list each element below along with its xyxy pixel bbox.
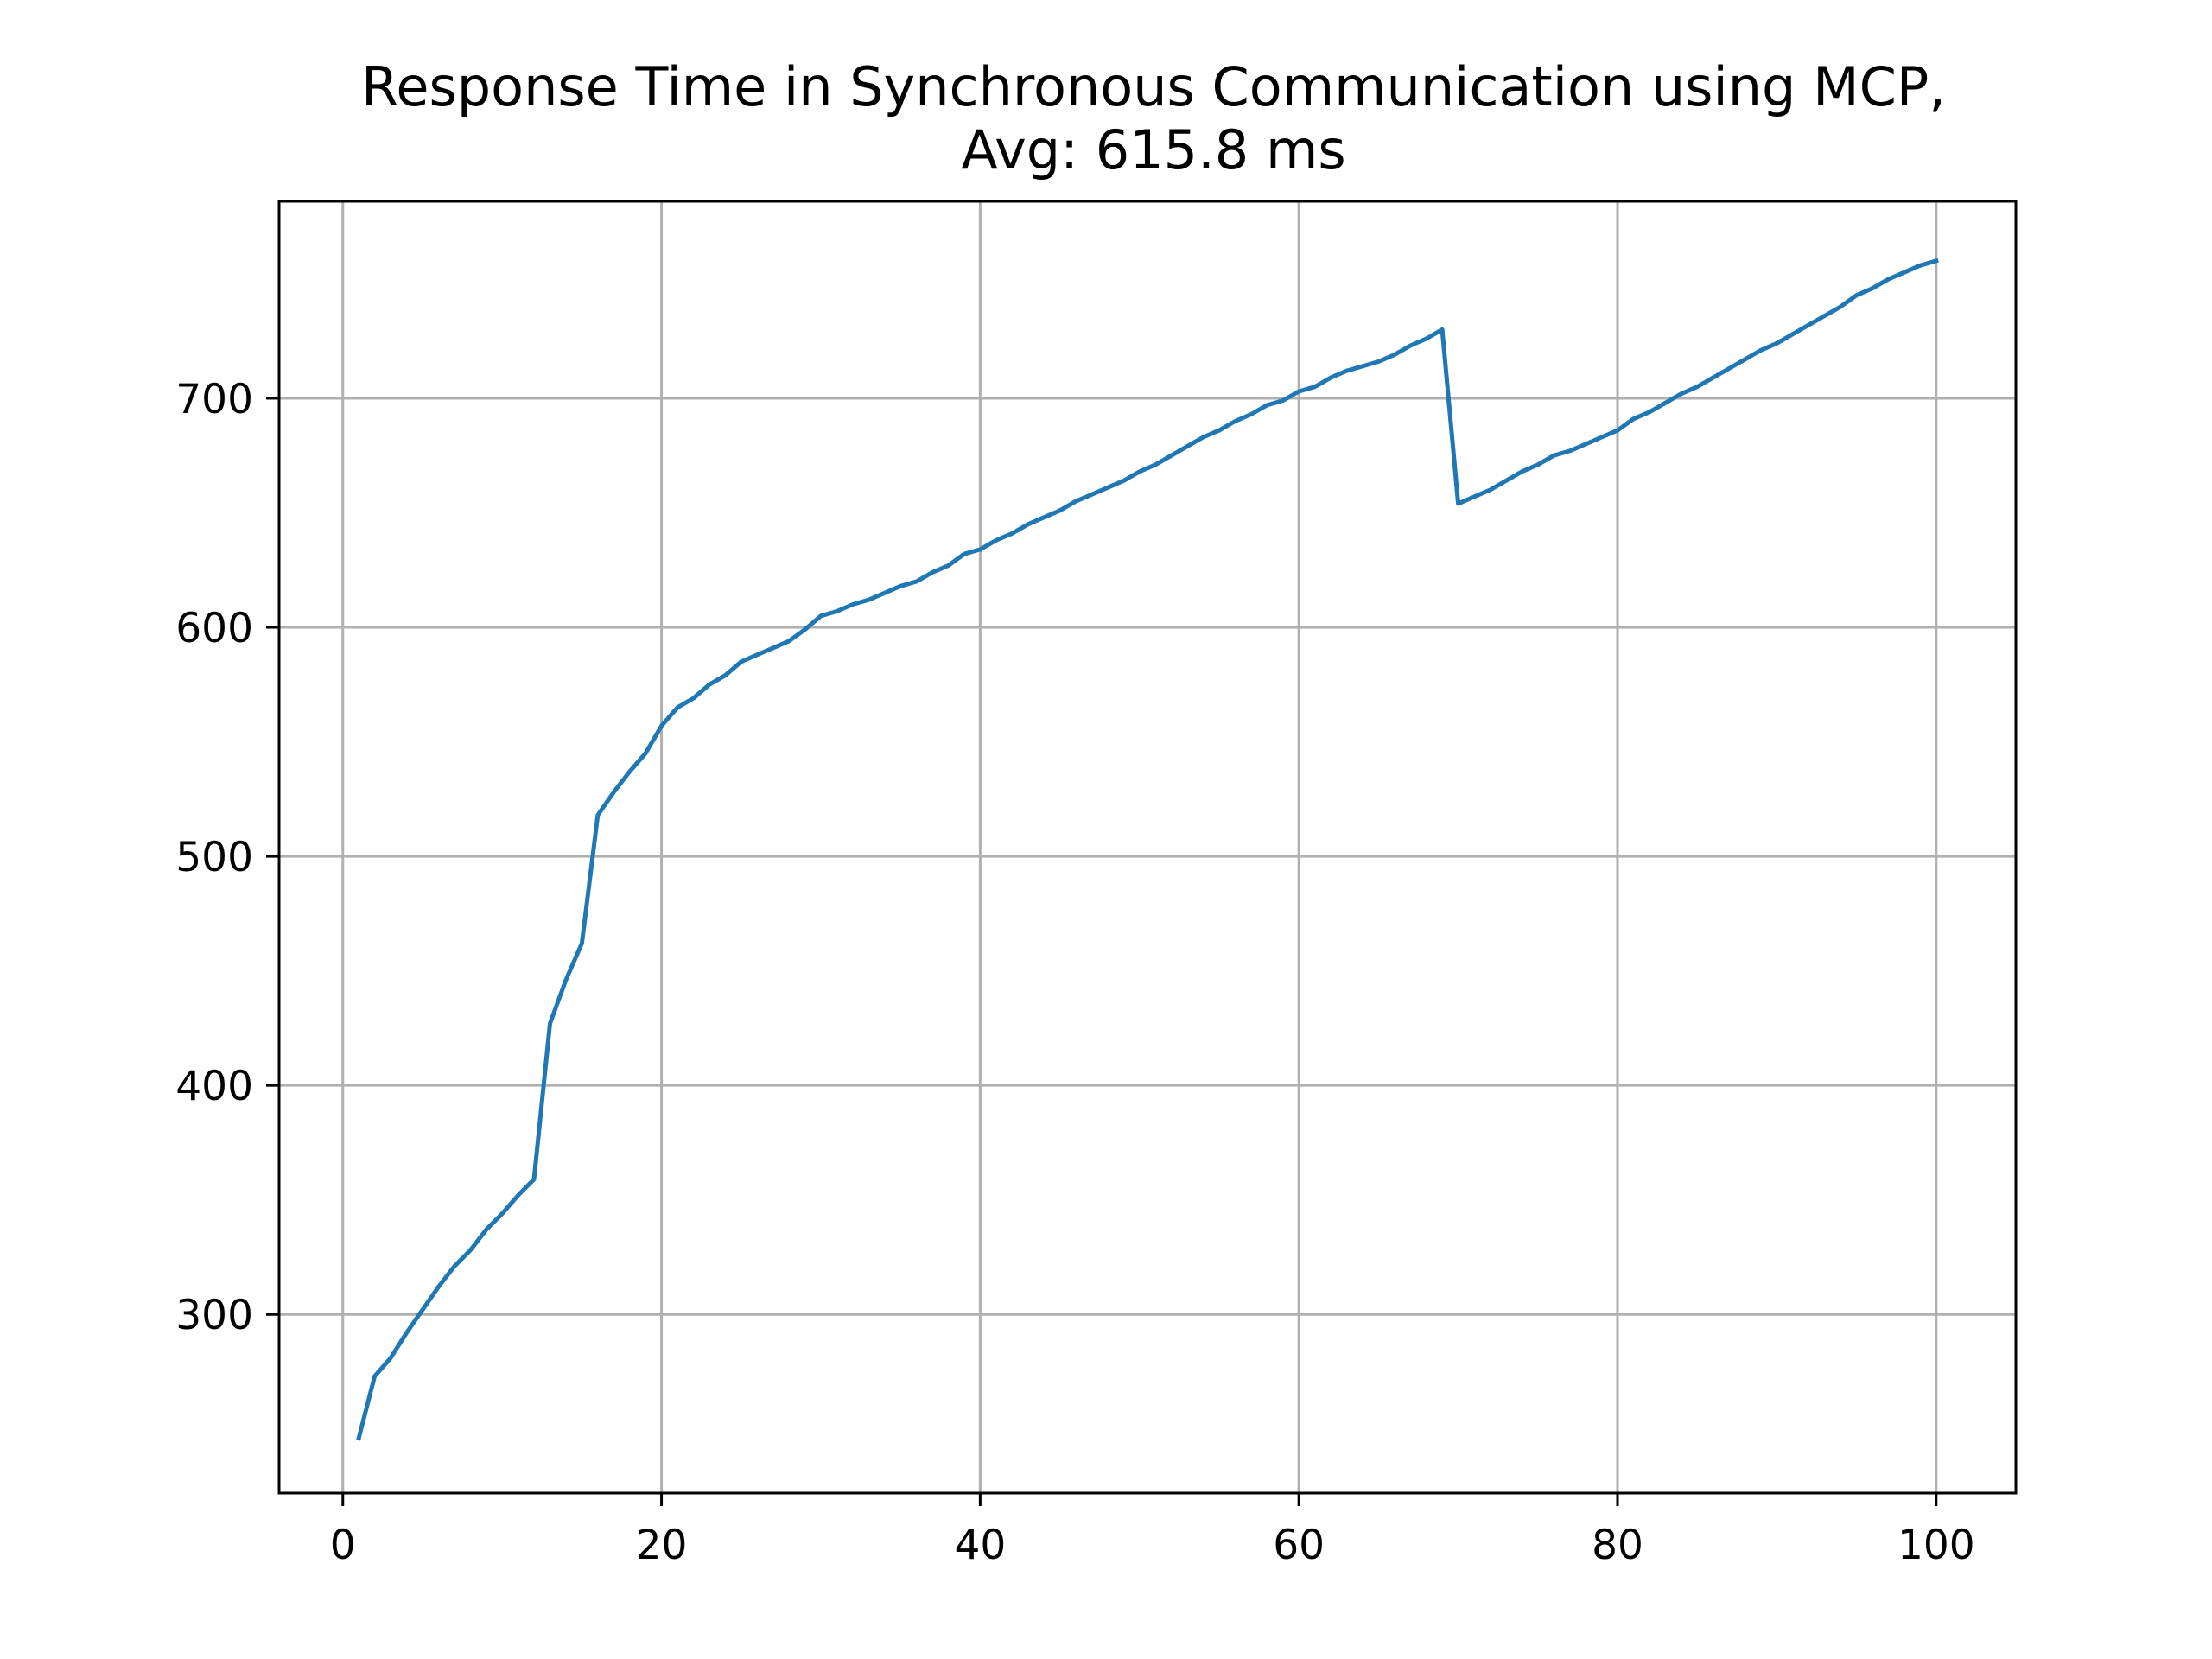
series-layer — [356, 257, 1939, 1441]
chart-title: Response Time in Synchronous Communicati… — [361, 55, 1946, 118]
y-tick-label: 300 — [175, 1292, 253, 1339]
x-tick-label: 80 — [1592, 1522, 1643, 1569]
y-tick-label: 600 — [175, 605, 253, 652]
x-tick-label: 20 — [636, 1522, 688, 1569]
x-tick-label: 60 — [1273, 1522, 1325, 1569]
plot-frame — [277, 200, 2018, 1495]
y-tick-label: 400 — [175, 1063, 253, 1110]
chart-subtitle: Avg: 615.8 ms — [961, 118, 1345, 181]
grid — [279, 201, 2016, 1493]
y-tick-label: 500 — [175, 834, 253, 881]
x-tick-label: 0 — [330, 1522, 356, 1569]
series-line — [356, 257, 1939, 1441]
axis-ticks: 0 20 40 60 80 100 300 400 500 600 700 — [175, 376, 1974, 1569]
x-tick-label: 40 — [954, 1522, 1006, 1569]
y-tick-label: 700 — [175, 376, 253, 423]
x-tick-label: 100 — [1897, 1522, 1975, 1569]
